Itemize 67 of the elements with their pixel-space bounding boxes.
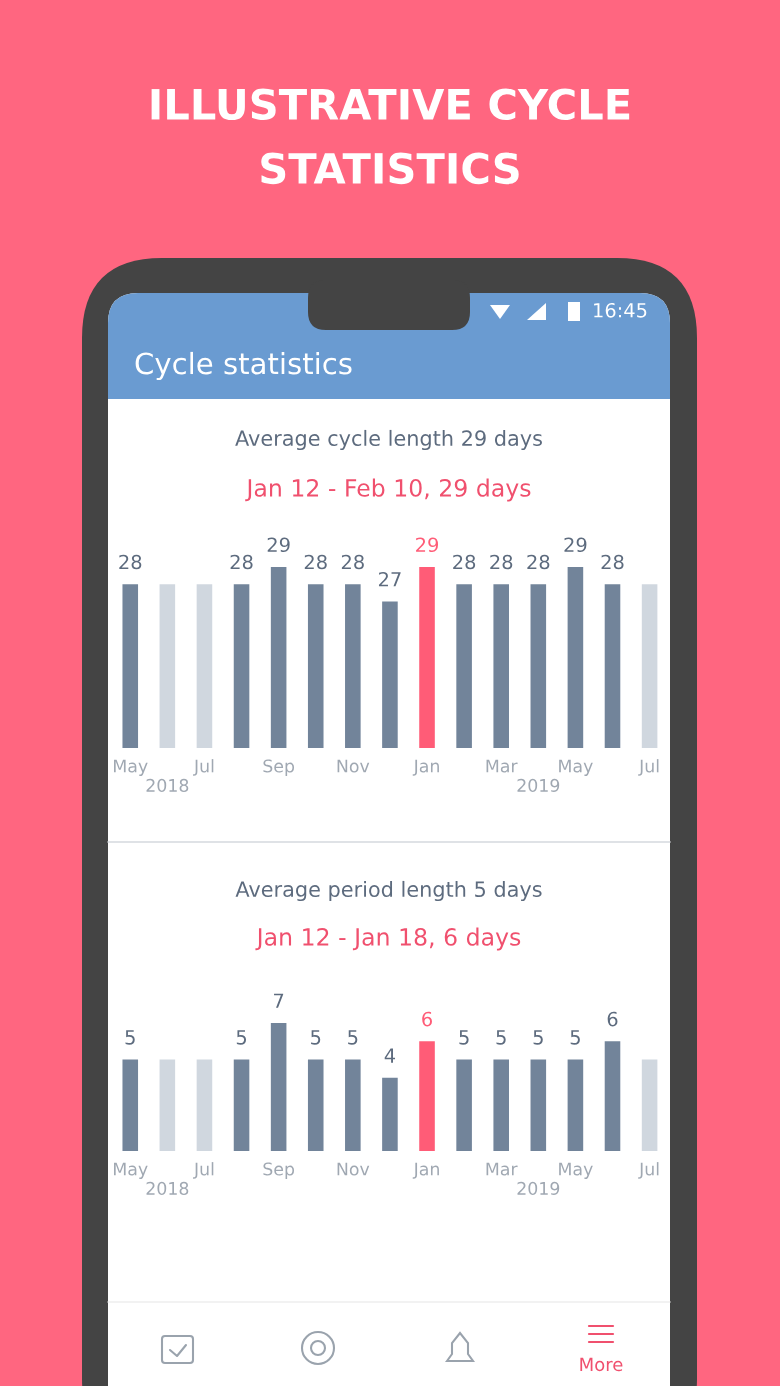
data-label: 28: [453, 554, 476, 570]
data-label: 5: [125, 1030, 135, 1045]
data-label: 5: [459, 1030, 469, 1045]
chart-subtitle: Jan 12 - Feb 10, 29 days: [245, 478, 531, 502]
bar: [567, 1059, 584, 1151]
data-label: 28: [527, 554, 550, 570]
x-tick-label: Jul: [193, 1162, 214, 1179]
bar: [604, 1041, 621, 1151]
text: More: [580, 1357, 623, 1372]
chart-subtitle: Jan 12 - Jan 18, 6 days: [255, 927, 521, 951]
bar: [345, 1059, 361, 1151]
data-label: 6: [422, 1011, 432, 1027]
data-label: 5: [496, 1030, 506, 1045]
data-label: 6: [607, 1011, 618, 1027]
data-label: 5: [570, 1030, 580, 1045]
bar: [493, 1059, 509, 1151]
data-label: 28: [341, 554, 364, 570]
data-label: 28: [601, 554, 624, 570]
text: 16:45: [594, 302, 647, 318]
data-label: 29: [267, 537, 290, 553]
bar: [307, 1059, 324, 1151]
bar: [270, 1023, 287, 1151]
data-label: 4: [384, 1048, 396, 1063]
data-label: 27: [378, 571, 401, 587]
x-tick-label: May: [559, 1162, 593, 1179]
data-label: 5: [311, 1030, 321, 1045]
x-tick-label: Nov: [337, 1162, 370, 1176]
x-tick-label: 2019: [517, 778, 560, 792]
x-tick-label: May: [114, 759, 148, 776]
text: Cycle statistics: [135, 351, 352, 381]
data-label: 28: [230, 554, 253, 570]
x-tick-label: 2018: [146, 1181, 189, 1195]
x-tick-label: Nov: [337, 759, 370, 773]
bar: [530, 1059, 547, 1151]
data-label: 5: [236, 1030, 247, 1045]
chart-title: Average cycle length 29 days: [235, 429, 542, 451]
x-tick-label: Mar: [486, 1162, 518, 1176]
x-tick-label: Jan: [412, 759, 439, 776]
bar: [419, 1041, 435, 1151]
x-tick-label: 2018: [146, 778, 189, 792]
x-tick-label: Sep: [263, 1162, 295, 1179]
x-tick-label: Jul: [638, 759, 659, 776]
bar: [382, 1077, 398, 1151]
bar: [122, 1059, 139, 1151]
bar: [159, 1059, 176, 1151]
data-label: 29: [564, 537, 587, 553]
data-label: 28: [304, 554, 327, 570]
bar: [196, 1059, 213, 1151]
text: ILLUSTRATIVE CYCLE STATISTICS: [151, 88, 630, 185]
chart-title: Average period length 5 days: [235, 880, 542, 902]
x-tick-label: Sep: [263, 759, 295, 776]
x-tick-label: Jul: [638, 1162, 659, 1179]
bar: [233, 1059, 250, 1151]
bar: [641, 1059, 658, 1151]
data-label: 5: [533, 1030, 543, 1045]
x-tick-label: May: [114, 1162, 148, 1179]
x-tick-label: Jan: [412, 1162, 439, 1179]
data-label: 28: [490, 554, 513, 570]
x-tick-label: May: [559, 759, 593, 776]
data-label: 7: [274, 993, 284, 1008]
data-label: 28: [119, 554, 142, 570]
x-tick-label: Mar: [486, 759, 518, 773]
x-tick-label: Jul: [193, 759, 214, 776]
data-label: 5: [348, 1030, 358, 1045]
x-tick-label: 2019: [517, 1181, 560, 1195]
data-label: 29: [416, 537, 439, 553]
bar: [456, 1059, 472, 1151]
